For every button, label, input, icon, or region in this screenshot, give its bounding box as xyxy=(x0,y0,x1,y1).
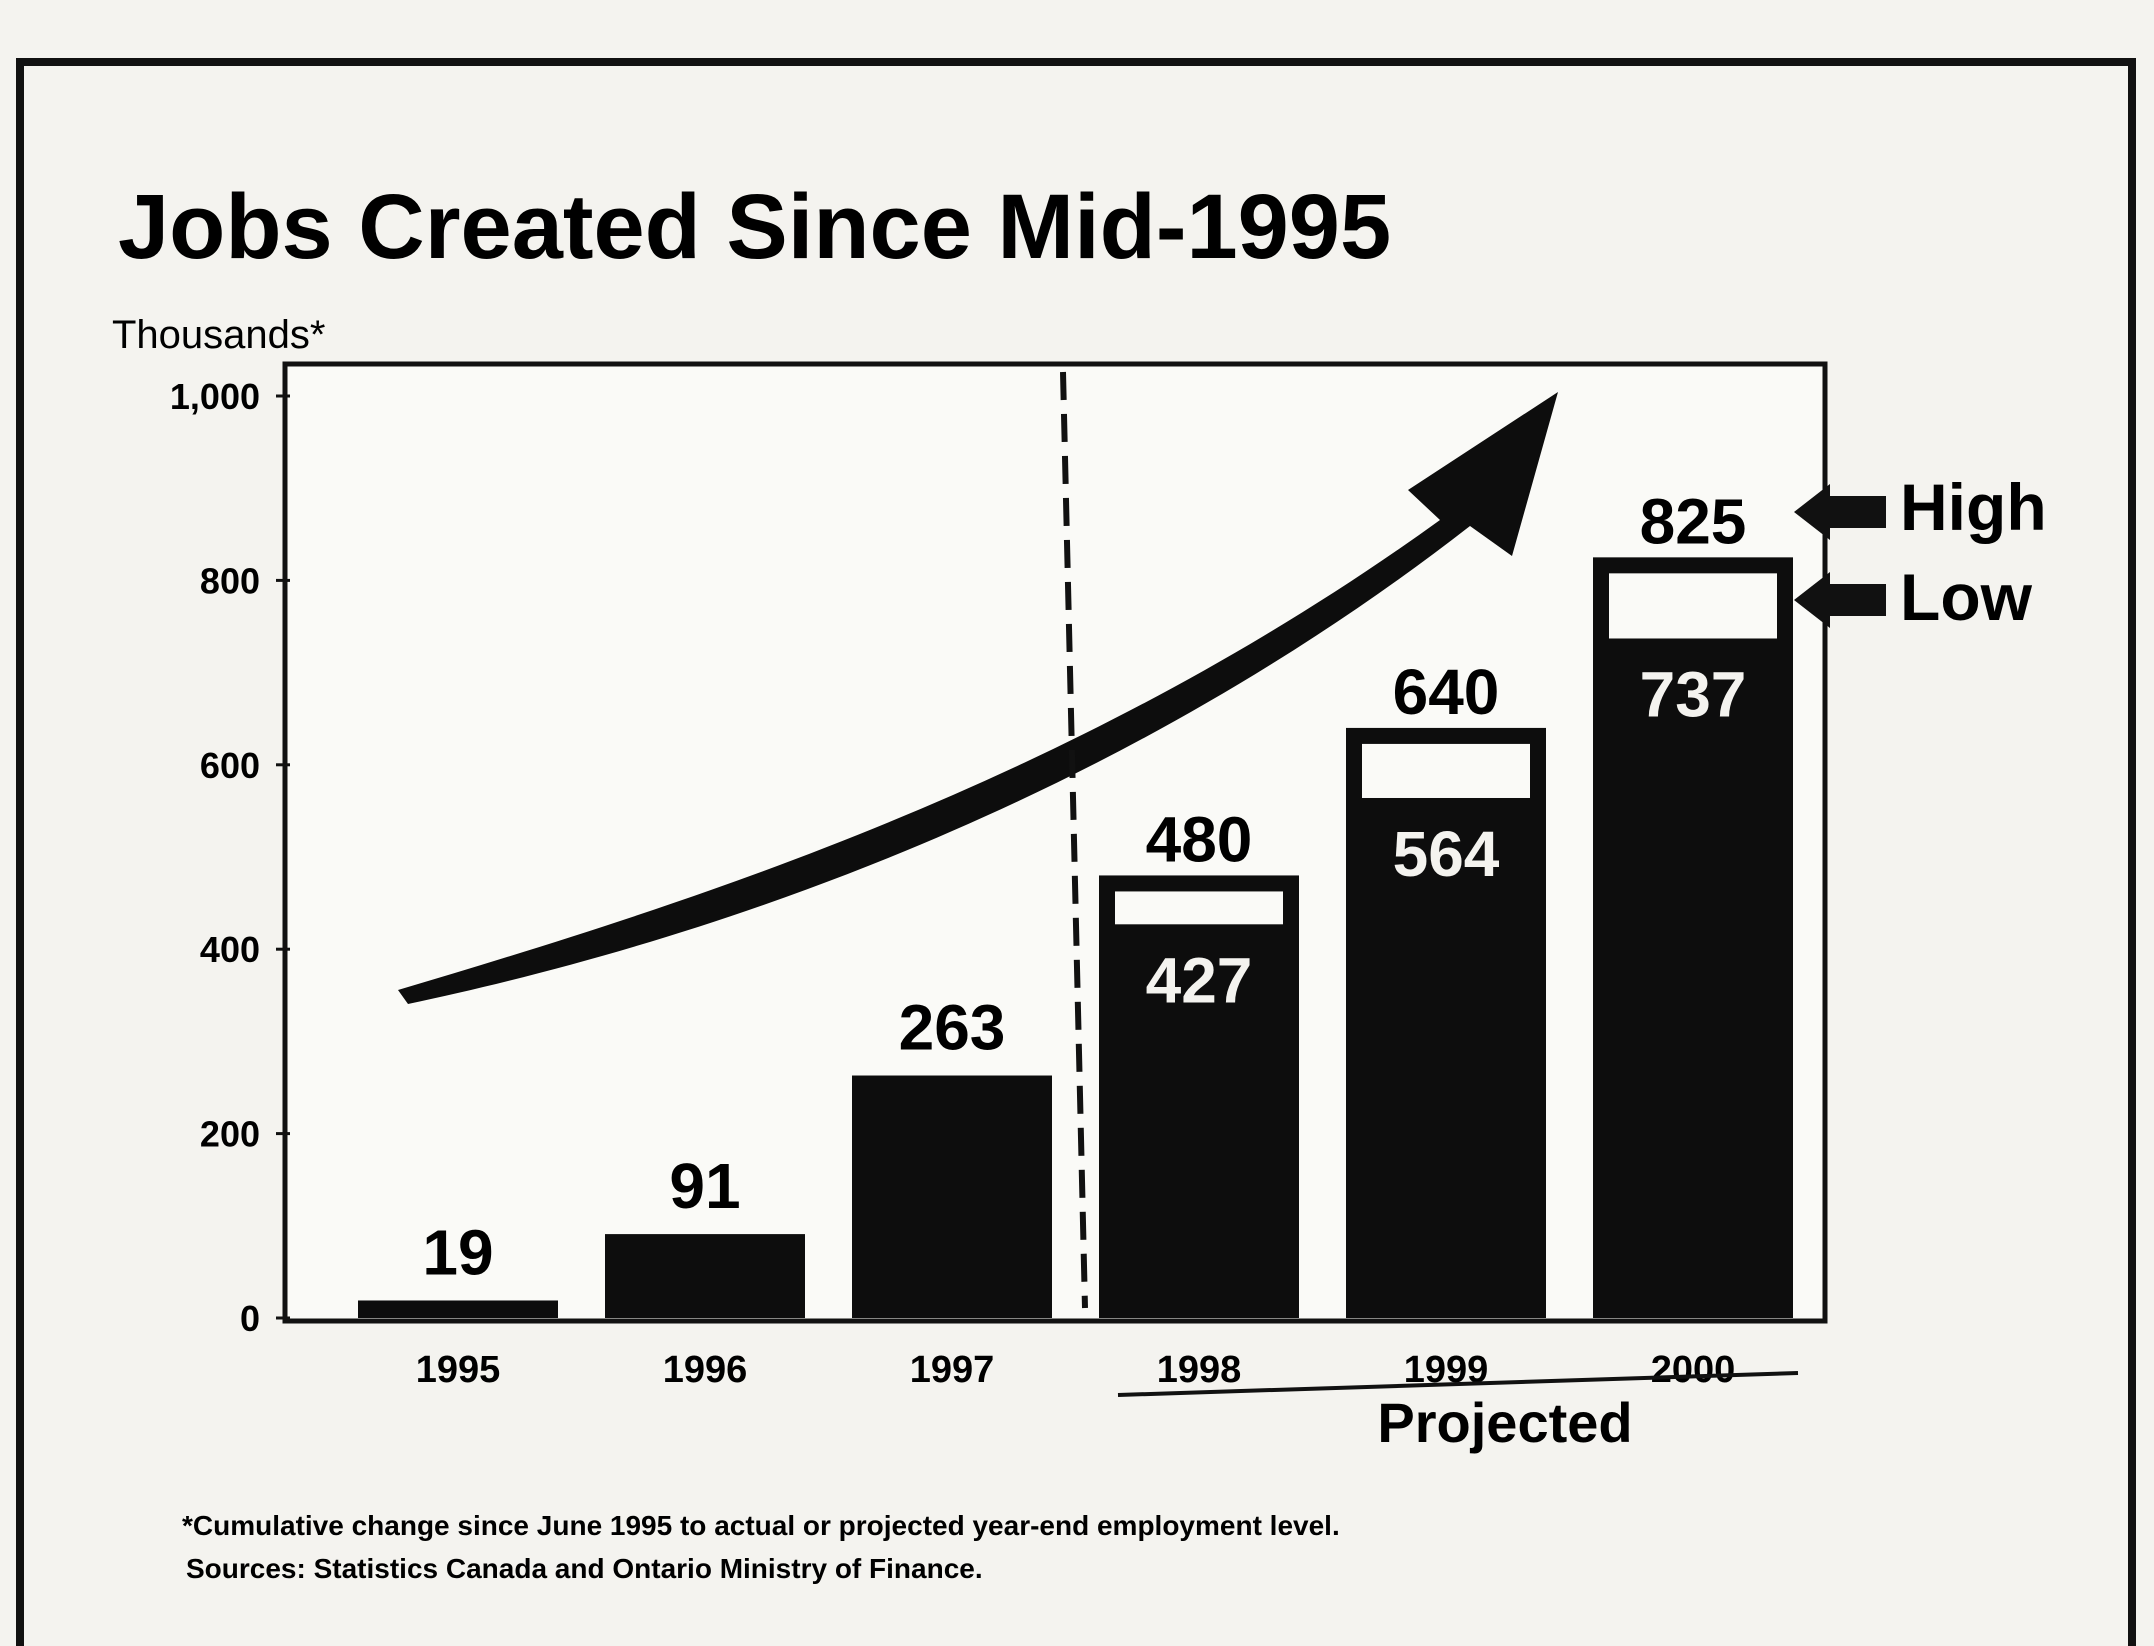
y-tick-label: 1,000 xyxy=(170,376,260,417)
bar xyxy=(852,1075,1052,1318)
data-label-low: 427 xyxy=(1146,944,1253,1016)
arrow-left-icon xyxy=(1794,572,1886,628)
source-note: Sources: Statistics Canada and Ontario M… xyxy=(186,1553,983,1584)
bar-high xyxy=(1099,875,1299,1318)
y-tick-label: 800 xyxy=(200,560,260,601)
data-label: 19 xyxy=(422,1216,493,1288)
x-axis: 1995 1996 1997 1998 1999 2000 xyxy=(416,1349,1736,1391)
data-label-low: 737 xyxy=(1640,658,1747,730)
y-tick-label: 600 xyxy=(200,745,260,786)
bar xyxy=(358,1300,558,1318)
bars xyxy=(358,557,1793,1318)
bar-range-band xyxy=(1609,573,1777,639)
bar-high xyxy=(1593,557,1793,1318)
data-label-low: 564 xyxy=(1393,818,1500,890)
bar xyxy=(605,1234,805,1318)
bar-high xyxy=(1346,727,1546,1318)
footnote: *Cumulative change since June 1995 to ac… xyxy=(182,1510,1340,1541)
x-tick-label: 2000 xyxy=(1651,1349,1736,1391)
legend: High Low xyxy=(1794,470,2047,634)
chart-title: Jobs Created Since Mid-1995 xyxy=(118,176,1391,278)
x-tick-label: 1997 xyxy=(910,1349,995,1391)
legend-low: Low xyxy=(1794,560,2033,634)
legend-high-label: High xyxy=(1900,470,2047,544)
x-tick-label: 1996 xyxy=(663,1349,748,1391)
data-label: 91 xyxy=(669,1150,740,1222)
projected-label: Projected xyxy=(1377,1391,1632,1454)
data-label: 263 xyxy=(899,992,1006,1064)
y-unit-label: Thousands* xyxy=(112,313,325,357)
outer-frame xyxy=(16,58,2136,1646)
y-axis: 0 200 400 600 800 1,000 xyxy=(170,376,290,1339)
arrow-left-icon xyxy=(1794,484,1886,540)
projection-divider xyxy=(1060,371,1088,1309)
data-label-high: 825 xyxy=(1640,485,1747,557)
legend-high: High xyxy=(1794,470,2047,544)
y-tick-label: 400 xyxy=(200,929,260,970)
x-tick-label: 1995 xyxy=(416,1349,501,1391)
projected-bracket xyxy=(1117,1371,1799,1397)
plot-frame xyxy=(282,361,1828,1324)
y-tick-label: 200 xyxy=(200,1114,260,1155)
y-tick-label: 0 xyxy=(240,1298,260,1339)
x-tick-label: 1998 xyxy=(1157,1349,1242,1391)
data-label-high: 480 xyxy=(1146,803,1253,875)
bar-range-band xyxy=(1362,743,1530,798)
legend-low-label: Low xyxy=(1900,560,2033,634)
bar-range-band xyxy=(1115,891,1283,925)
data-label-high: 640 xyxy=(1393,656,1500,728)
data-labels: 19 91 263 480 427 640 564 825 737 xyxy=(422,485,1746,1288)
